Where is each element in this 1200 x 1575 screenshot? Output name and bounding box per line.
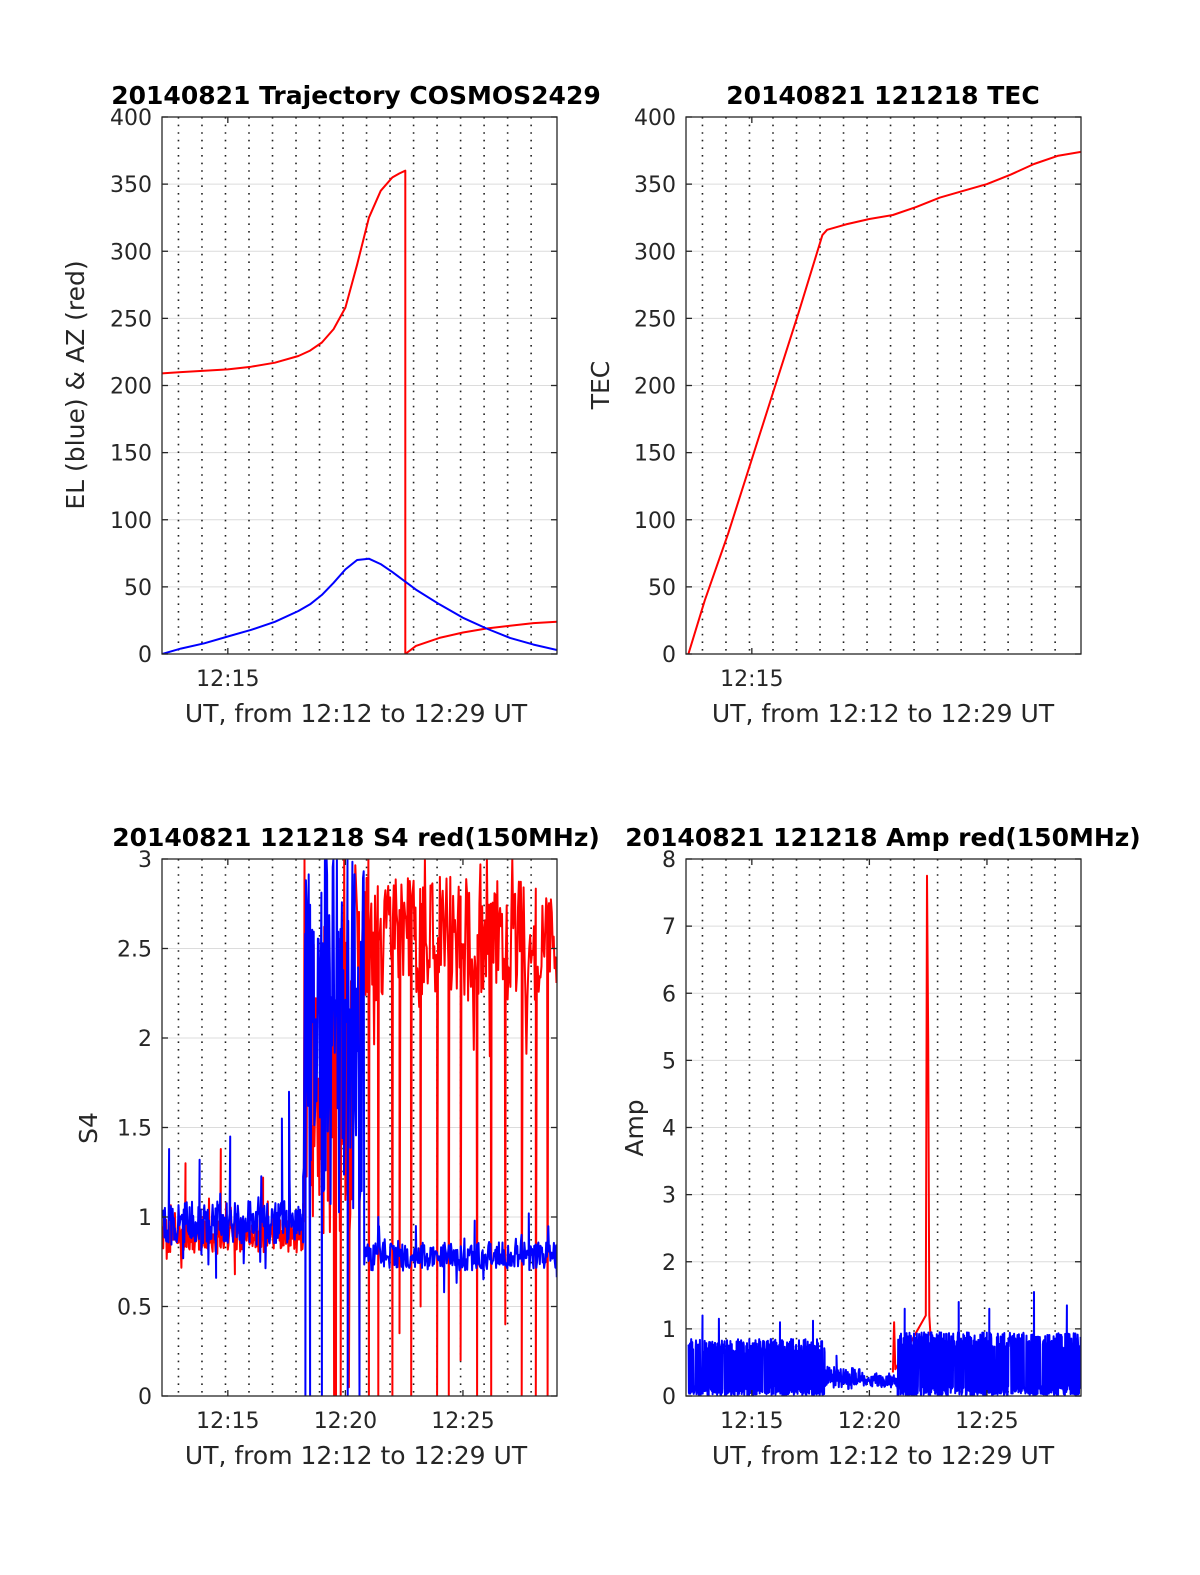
y-tick-label: 3 [662,1184,676,1209]
x-tick-label: 12:20 [314,1409,377,1434]
y-tick-label: 0.5 [117,1296,152,1321]
y-tick-label: 200 [110,375,152,400]
x-axis-label: UT, from 12:12 to 12:29 UT [712,699,1055,728]
x-tick-label: 12:15 [196,1409,259,1434]
x-tick-label: 12:15 [196,667,259,692]
x-tick-label: 12:25 [955,1409,1018,1434]
y-tick-label: 350 [110,173,152,198]
y-tick-label: 1.5 [117,1117,152,1142]
y-tick-label: 250 [634,307,676,332]
y-tick-label: 1 [662,1318,676,1343]
y-tick-label: 1 [138,1206,152,1231]
chart-title: 20140821 121218 Amp red(150MHz) [625,823,1141,852]
y-tick-label: 300 [110,240,152,265]
y-tick-label: 5 [662,1049,676,1074]
y-axis-label: S4 [74,1112,103,1144]
y-tick-label: 100 [634,509,676,534]
y-tick-label: 300 [634,240,676,265]
y-tick-label: 6 [662,982,676,1007]
y-tick-label: 150 [110,442,152,467]
series-line [891,874,932,1373]
y-tick-label: 3 [138,848,152,873]
series-line [687,1291,1081,1396]
series-line [162,169,557,654]
x-axis-label: UT, from 12:12 to 12:29 UT [712,1441,1055,1470]
x-axis-label: UT, from 12:12 to 12:29 UT [185,1441,528,1470]
y-axis-label: Amp [620,1099,649,1156]
chart-tec: 20140821 121218 TEC UT, from 12:12 to 12… [586,81,1082,728]
y-tick-label: 400 [110,106,152,131]
x-tick-label: 12:15 [720,667,783,692]
y-tick-label: 0 [662,643,676,668]
chart-title: 20140821 121218 S4 red(150MHz) [112,823,600,852]
x-tick-label: 12:25 [431,1409,494,1434]
y-axis-label: EL (blue) & AZ (red) [61,260,90,509]
series-group [687,150,1081,654]
series-group [687,874,1081,1396]
y-axis-label: TEC [586,361,615,411]
series-group [162,859,557,1396]
y-tick-label: 0 [138,1385,152,1410]
series-line [687,150,1081,654]
y-tick-label: 50 [124,576,152,601]
chart-title: 20140821 Trajectory COSMOS2429 [111,81,601,110]
y-tick-label: 50 [648,576,676,601]
series-line [162,557,557,654]
y-tick-label: 2.5 [117,938,152,963]
y-tick-label: 150 [634,442,676,467]
chart-trajectory: 20140821 Trajectory COSMOS2429 UT, from … [61,81,601,728]
y-tick-label: 100 [110,509,152,534]
y-tick-label: 2 [138,1027,152,1052]
x-axis-label: UT, from 12:12 to 12:29 UT [185,699,528,728]
chart-title: 20140821 121218 TEC [726,81,1039,110]
y-tick-label: 0 [138,643,152,668]
y-tick-label: 4 [662,1117,676,1142]
y-tick-label: 7 [662,915,676,940]
series-line [162,859,557,1396]
y-tick-label: 350 [634,173,676,198]
y-tick-label: 2 [662,1251,676,1276]
x-tick-label: 12:15 [720,1409,783,1434]
y-tick-label: 200 [634,375,676,400]
y-tick-label: 400 [634,106,676,131]
series-group [162,169,557,654]
y-tick-label: 250 [110,307,152,332]
x-tick-label: 12:20 [838,1409,901,1434]
chart-s4: 20140821 121218 S4 red(150MHz) UT, from … [74,823,600,1470]
y-tick-label: 0 [662,1385,676,1410]
chart-amp: 20140821 121218 Amp red(150MHz) UT, from… [620,823,1141,1470]
y-tick-label: 8 [662,848,676,873]
